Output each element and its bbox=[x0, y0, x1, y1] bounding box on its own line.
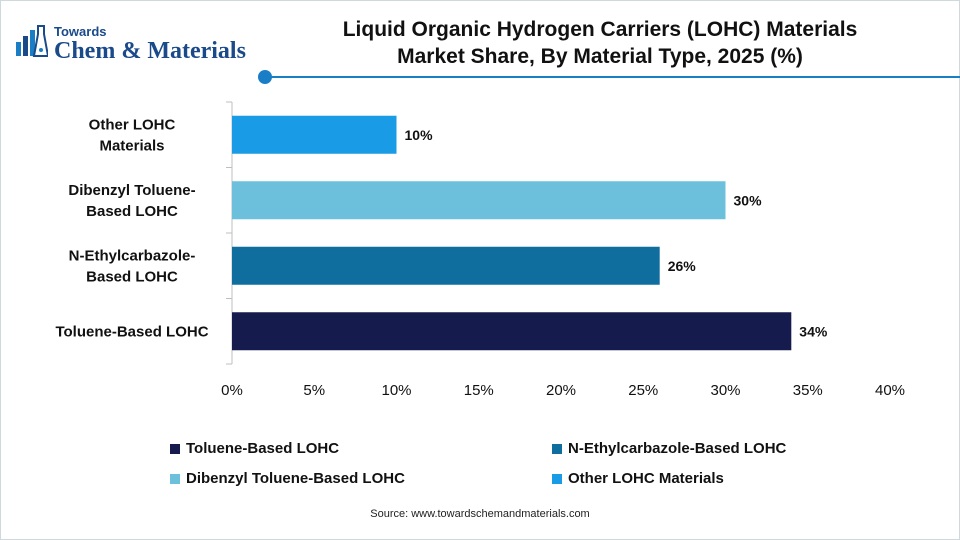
x-tick-label: 40% bbox=[875, 382, 905, 399]
category-label: Other LOHC bbox=[89, 116, 176, 133]
category-label: Based LOHC bbox=[86, 203, 178, 220]
bar bbox=[232, 181, 726, 220]
x-tick-label: 15% bbox=[464, 382, 494, 399]
chart-title: Liquid Organic Hydrogen Carriers (LOHC) … bbox=[280, 16, 920, 70]
x-tick-label: 5% bbox=[303, 382, 325, 399]
bar-value-label: 26% bbox=[668, 258, 697, 274]
x-tick-label: 30% bbox=[710, 382, 740, 399]
legend-label: N-Ethylcarbazole-Based LOHC bbox=[568, 440, 787, 457]
title-underline-dot bbox=[258, 70, 272, 84]
legend-item: Toluene-Based LOHC bbox=[170, 440, 339, 457]
bar bbox=[232, 312, 792, 351]
legend-label: Other LOHC Materials bbox=[568, 470, 724, 487]
x-tick-label: 20% bbox=[546, 382, 576, 399]
chart-title-line-1: Liquid Organic Hydrogen Carriers (LOHC) … bbox=[342, 18, 858, 41]
category-label: Based LOHC bbox=[86, 268, 178, 285]
category-label: Dibenzyl Toluene- bbox=[68, 182, 195, 199]
bar-value-label: 30% bbox=[734, 192, 763, 208]
logo-small-text: Towards bbox=[54, 24, 107, 39]
legend-swatch bbox=[170, 443, 180, 454]
title-underline bbox=[270, 76, 960, 78]
x-tick-label: 35% bbox=[793, 382, 823, 399]
chart-legend: Toluene-Based LOHC N-Ethylcarbazole-Based… bbox=[170, 436, 870, 496]
logo-big-text: Chem & Materials bbox=[54, 38, 246, 64]
legend-item: Dibenzyl Toluene-Based LOHC bbox=[170, 470, 405, 487]
x-tick-label: 25% bbox=[628, 382, 658, 399]
bar bbox=[232, 115, 397, 154]
x-tick-label: 0% bbox=[221, 382, 243, 399]
category-label: N-Ethylcarbazole- bbox=[69, 247, 196, 264]
legend-swatch bbox=[170, 473, 180, 484]
category-label: Materials bbox=[99, 137, 164, 154]
x-tick-label: 10% bbox=[381, 382, 411, 399]
legend-label: Toluene-Based LOHC bbox=[186, 440, 340, 457]
category-label: Toluene-Based LOHC bbox=[55, 323, 208, 340]
brand-logo: Towards Chem & Materials bbox=[14, 16, 254, 68]
flask-icon bbox=[16, 25, 48, 57]
legend-label: Dibenzyl Toluene-Based LOHC bbox=[186, 470, 405, 487]
bar bbox=[232, 246, 660, 285]
legend-item: Other LOHC Materials bbox=[552, 470, 724, 487]
chart-title-line-2: Market Share, By Material Type, 2025 (%) bbox=[397, 45, 803, 68]
bar-value-label: 34% bbox=[799, 323, 828, 339]
legend-swatch bbox=[552, 443, 562, 454]
source-note: Source: www.towardschemandmaterials.com bbox=[370, 508, 590, 520]
legend-swatch bbox=[552, 473, 562, 484]
bar-value-label: 10% bbox=[405, 127, 434, 143]
legend-item: N-Ethylcarbazole-Based LOHC bbox=[552, 440, 786, 457]
